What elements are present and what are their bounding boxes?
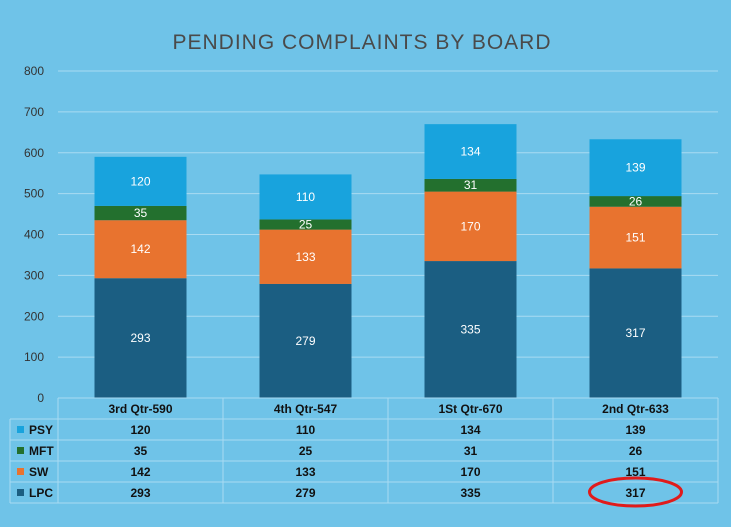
table-cell: 110 xyxy=(296,423,316,437)
bar-segment-mft xyxy=(259,219,352,230)
legend-key-mft xyxy=(17,447,24,454)
y-tick-label: 700 xyxy=(24,105,44,119)
table-cell: 293 xyxy=(130,486,150,500)
table-cell: 35 xyxy=(134,444,148,458)
bar-segment-sw xyxy=(94,220,187,279)
x-tick-label: 2nd Qtr-633 xyxy=(602,402,669,416)
table-cell: 279 xyxy=(295,486,315,500)
data-label: 25 xyxy=(299,217,313,231)
x-tick-label: 3rd Qtr-590 xyxy=(108,402,172,416)
x-tick-label: 4th Qtr-547 xyxy=(274,402,338,416)
y-tick-label: 200 xyxy=(24,309,44,323)
legend-label: PSY xyxy=(29,423,53,437)
data-label: 31 xyxy=(464,178,478,192)
annotation xyxy=(588,476,683,508)
x-tick-label: 1St Qtr-670 xyxy=(438,402,502,416)
data-label: 317 xyxy=(625,326,645,340)
data-table: 3rd Qtr-590 4th Qtr-547 1St Qtr-670 2nd Qtr… xyxy=(9,397,719,504)
data-label: 120 xyxy=(130,174,150,188)
data-label: 335 xyxy=(460,323,480,337)
data-label: 134 xyxy=(460,145,480,159)
data-label: 26 xyxy=(629,194,643,208)
table-cell: 142 xyxy=(130,465,150,479)
table-cell: 133 xyxy=(295,465,315,479)
legend-label: SW xyxy=(29,465,49,479)
bar-segment-mft xyxy=(589,196,682,207)
table-cell: 335 xyxy=(460,486,480,500)
bar-segment-sw xyxy=(259,229,352,284)
data-label: 279 xyxy=(295,334,315,348)
highlight-ellipse xyxy=(588,476,683,508)
bar-segment-sw xyxy=(589,206,682,269)
data-label: 133 xyxy=(295,250,315,264)
data-label: 293 xyxy=(130,331,150,345)
table-cell: 139 xyxy=(625,423,645,437)
bar-segment-psy xyxy=(94,156,187,206)
y-tick-label: 400 xyxy=(24,228,44,242)
y-tick-label: 300 xyxy=(24,268,44,282)
legend-key-sw xyxy=(17,468,24,475)
y-tick-label: 100 xyxy=(24,350,44,364)
data-label: 110 xyxy=(296,190,315,204)
bars: 293 142 35 120 279 133 25 110 335 170 31 134 317 151 2… xyxy=(94,124,682,398)
data-label: 139 xyxy=(625,161,645,175)
bar-segment-psy xyxy=(259,174,352,220)
bar-segment-mft xyxy=(94,205,187,221)
table-cell: 25 xyxy=(299,444,313,458)
table-cell: 120 xyxy=(130,423,150,437)
bar-segment-psy xyxy=(589,139,682,197)
bar-segment-sw xyxy=(424,191,517,262)
table-cell: 170 xyxy=(460,465,480,479)
bar-segment-lpc xyxy=(94,278,187,398)
legend-key-lpc xyxy=(17,489,24,496)
chart-title: PENDING COMPLAINTS BY BOARD xyxy=(172,31,551,54)
table-cell: 31 xyxy=(464,444,478,458)
y-tick-label: 0 xyxy=(37,391,44,405)
y-tick-label: 800 xyxy=(24,64,44,78)
y-tick-label: 500 xyxy=(24,187,44,201)
table-cell: 317 xyxy=(625,486,645,500)
data-label: 170 xyxy=(460,219,480,233)
bar-segment-lpc xyxy=(589,268,682,398)
legend-key-psy xyxy=(17,426,24,433)
y-axis-ticks: 0 100 200 300 400 500 600 700 800 xyxy=(24,64,44,405)
bar-segment-psy xyxy=(424,124,517,179)
bar-segment-lpc xyxy=(259,283,352,398)
data-label: 35 xyxy=(134,206,148,220)
legend-label: MFT xyxy=(29,444,54,458)
table-cell: 26 xyxy=(629,444,643,458)
data-label: 151 xyxy=(625,231,645,245)
bar-segment-mft xyxy=(424,178,517,192)
table-cell: 134 xyxy=(460,423,480,437)
y-tick-label: 600 xyxy=(24,146,44,160)
bar-segment-lpc xyxy=(424,261,517,398)
legend-label: LPC xyxy=(29,486,53,500)
data-label: 142 xyxy=(130,242,150,256)
table-cell: 151 xyxy=(625,465,645,479)
